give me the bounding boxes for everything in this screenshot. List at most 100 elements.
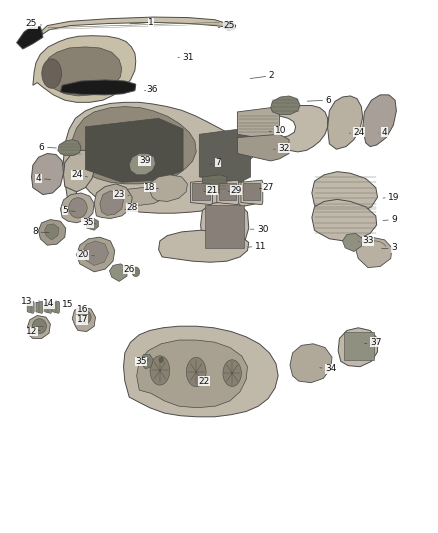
Text: 35: 35 [82,219,95,227]
Text: 6: 6 [39,143,57,151]
Polygon shape [77,237,115,272]
Polygon shape [82,241,109,265]
Polygon shape [237,134,289,161]
Polygon shape [110,264,127,281]
Ellipse shape [223,360,241,386]
Text: 25: 25 [26,20,42,28]
Text: 28: 28 [125,204,138,212]
Polygon shape [312,172,378,216]
Polygon shape [199,129,251,182]
Text: 4: 4 [36,174,51,183]
Text: 39: 39 [139,157,150,165]
Text: 9: 9 [383,215,397,224]
Text: 24: 24 [350,128,365,136]
Polygon shape [271,96,300,115]
Polygon shape [237,108,279,140]
Text: 12: 12 [26,327,40,336]
Polygon shape [64,102,328,213]
Text: 15: 15 [62,301,74,309]
Polygon shape [60,193,94,223]
Text: 18: 18 [144,183,159,192]
Bar [219,183,236,200]
Polygon shape [202,175,227,193]
Text: 10: 10 [269,126,286,135]
Text: 2: 2 [250,71,274,80]
Text: 11: 11 [248,242,266,251]
Ellipse shape [187,357,206,387]
Text: 17: 17 [77,316,88,324]
Polygon shape [27,316,50,338]
Text: 31: 31 [178,53,194,61]
Polygon shape [71,107,196,184]
Polygon shape [72,306,95,332]
Text: 32: 32 [274,144,290,152]
Ellipse shape [78,310,91,324]
Text: 23: 23 [113,190,129,199]
Ellipse shape [150,356,170,385]
Ellipse shape [32,319,46,334]
Text: 16: 16 [77,305,88,313]
Ellipse shape [42,59,61,88]
Polygon shape [94,184,132,219]
Polygon shape [363,95,396,147]
Polygon shape [290,344,332,383]
Polygon shape [328,96,363,149]
Text: 3: 3 [381,244,397,252]
Text: 5: 5 [62,206,75,215]
Polygon shape [223,21,236,30]
Text: 35: 35 [135,357,149,366]
Polygon shape [356,237,392,268]
Text: 33: 33 [358,237,374,245]
Text: 13: 13 [21,297,37,305]
Bar [243,183,260,200]
Polygon shape [312,199,377,241]
Polygon shape [32,154,64,195]
Polygon shape [53,301,60,313]
Text: 6: 6 [307,96,332,104]
Ellipse shape [69,198,87,218]
Text: 34: 34 [320,365,336,373]
Polygon shape [17,27,43,49]
Text: 27: 27 [259,183,274,192]
Text: 20: 20 [78,251,94,259]
Polygon shape [343,233,363,252]
Text: 30: 30 [250,225,268,233]
Polygon shape [100,191,124,215]
Polygon shape [42,17,224,34]
Polygon shape [39,220,66,245]
Text: 1: 1 [130,18,154,27]
Polygon shape [36,301,43,313]
Polygon shape [44,47,122,96]
Text: 37: 37 [364,338,381,346]
Polygon shape [137,340,247,408]
Polygon shape [45,301,52,313]
Text: 8: 8 [32,228,49,236]
Bar [344,332,374,360]
Text: 19: 19 [383,193,400,201]
Polygon shape [241,180,263,205]
Polygon shape [60,80,136,95]
Text: 21: 21 [204,186,218,195]
Bar [205,205,244,248]
Polygon shape [117,188,163,205]
Bar [192,183,210,200]
Polygon shape [338,328,378,367]
Polygon shape [159,230,249,262]
Polygon shape [201,201,249,252]
Ellipse shape [159,357,163,362]
Text: 24: 24 [71,171,88,179]
Text: 36: 36 [145,85,158,93]
Polygon shape [27,301,34,313]
Polygon shape [85,219,99,230]
Text: 25: 25 [218,21,234,29]
Polygon shape [58,140,81,156]
Polygon shape [129,154,155,175]
Polygon shape [217,180,239,205]
Text: 26: 26 [123,265,135,273]
Polygon shape [45,224,59,240]
Text: 14: 14 [43,300,55,308]
Polygon shape [33,36,136,102]
Polygon shape [191,180,212,205]
Polygon shape [64,150,95,192]
Polygon shape [140,354,153,369]
